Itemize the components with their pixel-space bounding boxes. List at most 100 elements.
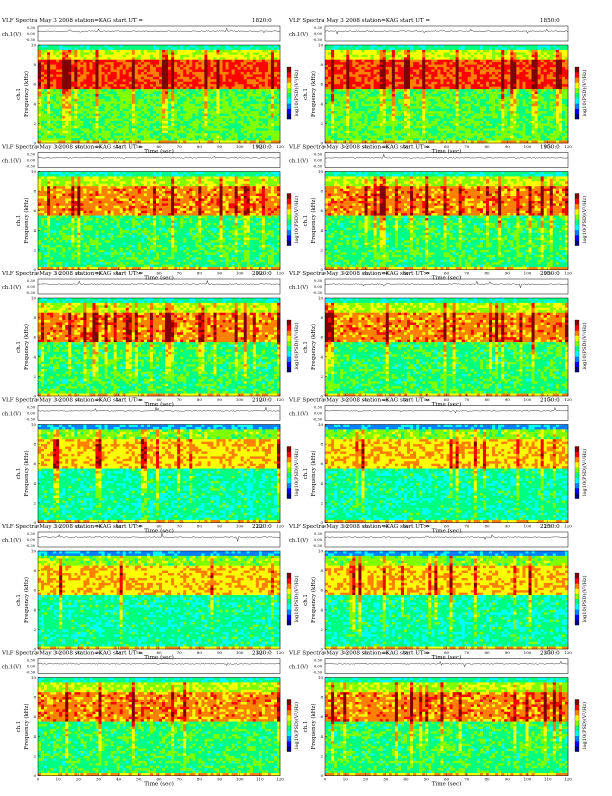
- spectrogram-cell: [56, 119, 59, 122]
- spectrogram-cell: [416, 52, 419, 55]
- spectrogram-cell: [250, 136, 253, 139]
- spectrogram-cell: [331, 47, 334, 50]
- spectrogram-cell: [168, 111, 171, 114]
- spectrogram-cell: [343, 45, 346, 48]
- spectrogram-cell: [114, 133, 117, 136]
- spectrogram-cell: [62, 74, 65, 77]
- spectrogram-cell: [238, 45, 241, 48]
- spectrogram-cell: [541, 67, 544, 70]
- spectrogram-cell: [201, 136, 204, 139]
- spectrogram-cell: [195, 96, 198, 99]
- spectrogram-cell: [165, 84, 168, 87]
- spectrogram-cell: [226, 126, 229, 129]
- spectrogram-cell: [232, 79, 235, 82]
- spectrogram-cell: [150, 96, 153, 99]
- spectrogram-cell: [204, 101, 207, 104]
- spectrogram-cell: [377, 65, 380, 68]
- spectrogram-cell: [207, 84, 210, 87]
- spectrogram-cell: [174, 111, 177, 114]
- spectrogram-cell: [471, 55, 474, 58]
- spectrogram-cell: [120, 133, 123, 136]
- spectrogram-cell: [253, 65, 256, 68]
- spectrogram-cell: [262, 99, 265, 102]
- spectrogram-cell: [132, 96, 135, 99]
- spectrogram-cell: [504, 72, 507, 75]
- spectrogram-cell: [108, 77, 111, 80]
- spectrogram-cell: [192, 123, 195, 126]
- spectrogram-cell: [265, 72, 268, 75]
- spectrogram-cell: [492, 67, 495, 70]
- spectrogram-cell: [532, 45, 535, 48]
- spectrogram-cell: [150, 74, 153, 77]
- spectrogram-cell: [156, 106, 159, 109]
- spectrogram-cell: [355, 50, 358, 53]
- spectrogram-cell: [186, 65, 189, 68]
- spectrogram-cell: [162, 94, 165, 97]
- spectrogram-cell: [183, 106, 186, 109]
- spectrogram-cell: [495, 47, 498, 50]
- spectrogram-cell: [92, 131, 95, 134]
- spectrogram-cell: [156, 128, 159, 131]
- spectrogram-cell: [132, 119, 135, 122]
- spectrogram-cell: [129, 82, 132, 85]
- spectrogram-cell: [192, 138, 195, 141]
- spectrogram-cell: [238, 138, 241, 141]
- spectrogram-cell: [238, 96, 241, 99]
- spectrogram-cell: [343, 55, 346, 58]
- spectrogram-cell: [83, 121, 86, 124]
- spectrogram-cell: [177, 60, 180, 63]
- spectrogram-cell: [147, 101, 150, 104]
- spectrogram-cell: [516, 60, 519, 63]
- spectrogram-cell: [147, 92, 150, 95]
- spectrogram-cell: [186, 101, 189, 104]
- spectrogram-cell: [177, 84, 180, 87]
- spectrogram-cell: [180, 62, 183, 65]
- spectrogram-cell: [126, 82, 129, 85]
- spectrogram-cell: [253, 119, 256, 122]
- spectrogram-cell: [168, 67, 171, 70]
- spectrogram-cell: [259, 77, 262, 80]
- spectrogram-cell: [162, 52, 165, 55]
- spectrogram-cell: [56, 62, 59, 65]
- spectrogram-cell: [132, 52, 135, 55]
- spectrogram-cell: [68, 136, 71, 139]
- spectrogram-cell: [102, 119, 105, 122]
- spectrogram-cell: [62, 96, 65, 99]
- spectrogram-cell: [235, 67, 238, 70]
- spectrogram-cell: [210, 133, 213, 136]
- spectrogram-cell: [198, 101, 201, 104]
- spectrogram-cell: [47, 96, 50, 99]
- spectrogram-cell: [247, 131, 250, 134]
- spectrogram-cell: [486, 50, 489, 53]
- spectrogram-cell: [126, 84, 129, 87]
- spectrogram-cell: [216, 99, 219, 102]
- spectrogram-cell: [544, 52, 547, 55]
- spectrogram-cell: [489, 52, 492, 55]
- spectrogram-cell: [265, 65, 268, 68]
- spectrogram-cell: [144, 79, 147, 82]
- spectrogram-cell: [256, 79, 259, 82]
- spectrogram-cell: [71, 101, 74, 104]
- spectrogram-cell: [50, 121, 53, 124]
- spectrogram-cell: [331, 52, 334, 55]
- spectrogram-cell: [168, 128, 171, 131]
- spectrogram-cell: [177, 87, 180, 90]
- spectrogram-cell: [210, 74, 213, 77]
- spectrogram-cell: [256, 128, 259, 131]
- spectrogram-cell: [56, 55, 59, 58]
- spectrogram-cell: [150, 50, 153, 53]
- spectrogram-cell: [244, 89, 247, 92]
- spectrogram-cell: [213, 62, 216, 65]
- spectrogram-cell: [171, 62, 174, 65]
- spectrogram-cell: [220, 82, 223, 85]
- spectrogram-cell: [156, 131, 159, 134]
- spectrogram-cell: [189, 131, 192, 134]
- spectrogram-cell: [138, 84, 141, 87]
- spectrogram-cell: [156, 70, 159, 73]
- spectrogram-cell: [59, 77, 62, 80]
- spectrogram-cell: [186, 121, 189, 124]
- spectrogram-cell: [95, 126, 98, 129]
- spectrogram-cell: [183, 121, 186, 124]
- spectrogram-cell: [80, 121, 83, 124]
- spectrogram-cell: [126, 96, 129, 99]
